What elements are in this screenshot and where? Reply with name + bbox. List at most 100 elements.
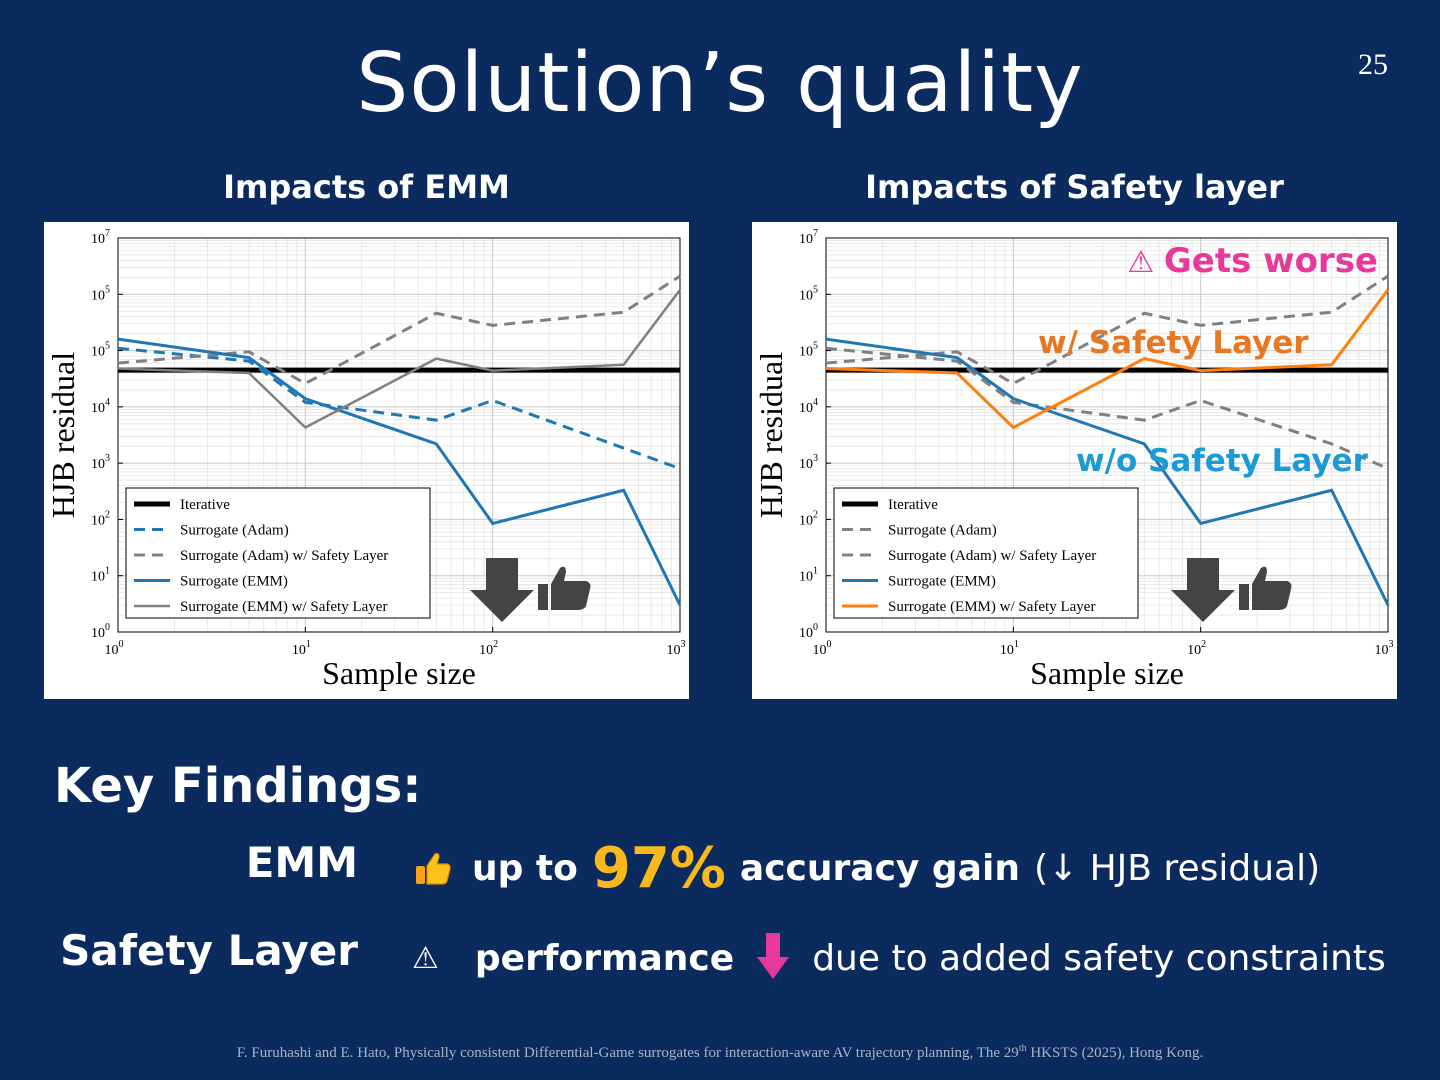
series-line: [825, 274, 1389, 386]
y-axis-label: HJB residual: [753, 352, 789, 518]
x-tick-base: 10: [667, 643, 681, 658]
x-tick-label: 103: [667, 639, 686, 658]
y-tick-exponent: 1: [105, 566, 110, 577]
x-tick-base: 10: [105, 643, 119, 658]
thumbs-up-icon: [412, 847, 454, 889]
x-tick-exponent: 1: [1014, 639, 1019, 650]
safety-finding: ⚠ performance due to added safety constr…: [412, 926, 1386, 990]
x-tick-label: 101: [292, 639, 311, 658]
slide-title: Solution’s quality: [356, 36, 1084, 131]
x-axis-label: Sample size: [322, 655, 476, 691]
y-tick-label: 100: [91, 622, 110, 641]
legend-label: Surrogate (Adam) w/ Safety Layer: [180, 548, 388, 564]
thumb-hand: [551, 566, 591, 610]
series-line: [825, 288, 1390, 430]
y-tick-exponent: 0: [813, 622, 818, 633]
down-arrow-icon: [470, 558, 534, 622]
x-tick-label: 102: [479, 639, 498, 658]
y-tick-exponent: 4: [813, 397, 818, 408]
safety-chart-panel: 100 101 102 103 104 105 105 107 100 101 102 103 HJB …: [752, 222, 1397, 699]
y-tick-label: 103: [91, 453, 110, 472]
y-tick-exponent: 0: [105, 622, 110, 633]
y-tick-exponent: 5: [813, 284, 818, 295]
y-tick-base: 10: [91, 232, 105, 247]
x-axis-label: Sample size: [1030, 655, 1184, 691]
y-tick-exponent: 1: [813, 566, 818, 577]
legend-label: Surrogate (EMM): [180, 574, 288, 590]
y-tick-exponent: 5: [105, 341, 110, 352]
x-tick-exponent: 3: [1389, 639, 1394, 650]
x-tick-exponent: 2: [493, 639, 498, 650]
emm-label: EMM: [245, 838, 358, 887]
y-tick-label: 104: [91, 397, 110, 416]
thumb-cuff: [1239, 584, 1249, 610]
legend-label: Surrogate (EMM) w/ Safety Layer: [888, 599, 1095, 615]
legend-label: Surrogate (Adam): [888, 523, 997, 539]
y-tick-base: 10: [91, 288, 105, 303]
plot-frame: [117, 237, 681, 633]
legend-box: [125, 487, 431, 619]
without-safety-annotation: w/o Safety Layer: [1076, 443, 1369, 479]
x-tick-exponent: 3: [681, 639, 686, 650]
x-tick-base: 10: [813, 643, 827, 658]
x-tick-base: 10: [1000, 643, 1014, 658]
warning-icon: ⚠: [412, 940, 439, 976]
y-tick-base: 10: [91, 626, 105, 641]
y-tick-label: 100: [799, 622, 818, 641]
y-tick-exponent: 3: [105, 453, 110, 464]
y-tick-base: 10: [799, 457, 813, 472]
gets-worse-text: Gets worse: [1164, 241, 1378, 281]
emm-paren-text: (↓ HJB residual): [1033, 847, 1321, 889]
x-tick-base: 10: [1375, 643, 1389, 658]
key-findings-heading: Key Findings:: [54, 758, 422, 814]
x-tick-base: 10: [292, 643, 306, 658]
y-tick-label: 101: [799, 566, 818, 585]
citation-post: HKSTS (2025), Hong Kong.: [1026, 1045, 1204, 1061]
with-safety-annotation: w/ Safety Layer: [1038, 325, 1309, 361]
y-tick-label: 107: [799, 228, 818, 247]
legend-label: Surrogate (EMM): [888, 574, 996, 590]
x-tick-base: 10: [1187, 643, 1201, 658]
emm-pre-text: up to: [472, 847, 578, 889]
y-tick-label: 101: [91, 566, 110, 585]
y-axis-label: HJB residual: [45, 352, 81, 518]
y-tick-exponent: 2: [813, 509, 818, 520]
series-line: [825, 337, 1390, 606]
legend-label: Surrogate (EMM) w/ Safety Layer: [180, 599, 387, 615]
y-tick-exponent: 5: [813, 341, 818, 352]
series-line: [117, 289, 681, 430]
y-tick-base: 10: [799, 345, 813, 360]
warning-icon: ⚠: [1127, 245, 1163, 280]
y-tick-exponent: 7: [813, 228, 818, 239]
x-tick-base: 10: [479, 643, 493, 658]
y-tick-base: 10: [91, 570, 105, 585]
citation: F. Furuhashi and E. Hato, Physically con…: [0, 1043, 1440, 1062]
y-tick-base: 10: [799, 570, 813, 585]
x-tick-exponent: 0: [827, 639, 832, 650]
y-tick-base: 10: [799, 626, 813, 641]
citation-pre: F. Furuhashi and E. Hato, Physically con…: [236, 1045, 1019, 1061]
y-tick-base: 10: [799, 513, 813, 528]
x-tick-label: 100: [105, 639, 124, 658]
legend-label: Iterative: [180, 497, 230, 513]
x-tick-label: 102: [1187, 639, 1206, 658]
gets-worse-annotation: ⚠ Gets worse: [1127, 241, 1378, 281]
x-tick-exponent: 0: [119, 639, 124, 650]
right-chart-heading: Impacts of Safety layer: [865, 168, 1284, 206]
emm-chart-panel: 100 101 102 103 104 105 105 107 100 101 102 103 HJB …: [44, 222, 689, 699]
emm-finding: up to 97% accuracy gain (↓ HJB residual): [412, 836, 1321, 901]
y-tick-label: 102: [91, 509, 110, 528]
citation-sup: th: [1018, 1043, 1027, 1054]
y-tick-base: 10: [799, 401, 813, 416]
thumbs-up-icon: [538, 566, 591, 610]
y-tick-base: 10: [91, 401, 105, 416]
series-line: [117, 346, 681, 471]
thumbs-up-icon: [1239, 566, 1292, 610]
thumb-hand: [1252, 566, 1292, 610]
down-arrow-icon: [756, 931, 790, 985]
thumb-cuff: [538, 584, 548, 610]
safety-layer-label: Safety Layer: [60, 926, 358, 975]
safety-bold-text: performance: [474, 937, 735, 979]
